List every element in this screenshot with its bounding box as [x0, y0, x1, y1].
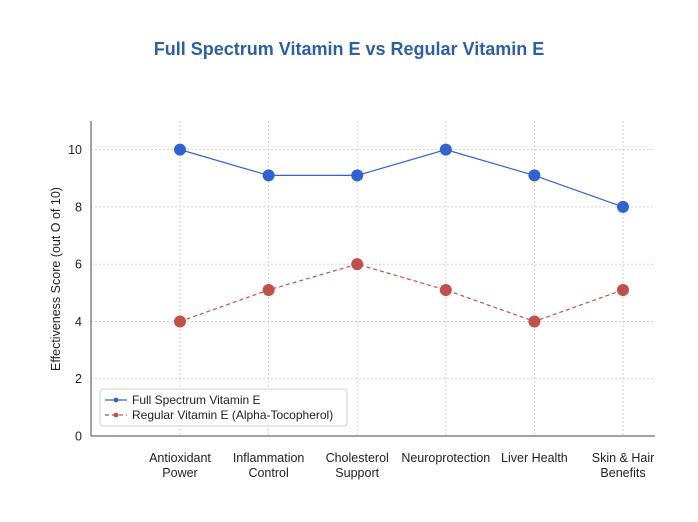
x-tick-label-line: Cholesterol	[326, 451, 389, 465]
data-point	[528, 169, 541, 182]
x-tick-label: Liver Health	[501, 451, 568, 465]
y-tick-label: 2	[75, 372, 82, 386]
legend-label: Full Spectrum Vitamin E	[132, 393, 261, 407]
x-tick-labels: Antioxidant Power Inflammation Control Chole…	[149, 451, 654, 480]
legend-label: Regular Vitamin E (Alpha-Tocopherol)	[132, 408, 333, 422]
legend-item: Regular Vitamin E (Alpha-Tocopherol)	[105, 408, 333, 422]
series-1	[174, 258, 629, 328]
series-line	[179, 149, 624, 208]
y-tick-label: 6	[75, 258, 82, 272]
legend-marker-swatch	[113, 412, 119, 418]
x-tick-label-line: Benefits	[600, 466, 645, 480]
x-tick-label-line: Power	[162, 466, 197, 480]
legend-box	[99, 388, 348, 427]
y-tick-label: 0	[75, 430, 82, 444]
y-axis-label: Effectiveness Score (out O of 10)	[49, 187, 63, 371]
y-tick-label: 8	[75, 200, 82, 214]
data-point	[617, 200, 629, 213]
data-point	[528, 315, 541, 328]
legend-item: Full Spectrum Vitamin E	[105, 393, 261, 407]
y-tick-labels: 0 2 4 6 8 10	[68, 143, 82, 443]
x-tick-label: Inflammation Control	[233, 451, 305, 480]
legend-marker-swatch	[113, 397, 119, 403]
x-tick-label-line: Inflammation	[233, 451, 305, 465]
series-layer	[174, 143, 629, 328]
series-line	[179, 263, 624, 323]
data-point	[439, 283, 452, 296]
data-point	[174, 315, 186, 328]
data-point	[262, 169, 275, 182]
x-tick-label: Skin & Hair Benefits	[592, 451, 655, 480]
x-tick-label-line: Control	[248, 466, 288, 480]
x-tick-label-line: Neuroprotection	[401, 451, 490, 465]
x-tick-label-line: Antioxidant	[149, 451, 211, 465]
x-tick-label-line: Liver Health	[501, 451, 568, 465]
data-point	[174, 143, 186, 156]
y-tick-label: 10	[68, 143, 82, 157]
x-tick-label-line: Skin & Hair	[592, 451, 655, 465]
data-point	[617, 283, 629, 296]
x-tick-label: Antioxidant Power	[149, 451, 211, 480]
data-point	[351, 169, 364, 182]
y-tick-label: 4	[75, 315, 82, 329]
series-0	[174, 143, 629, 213]
data-point	[439, 143, 452, 156]
x-tick-label-line: Support	[335, 466, 379, 480]
axes	[90, 121, 655, 437]
chart-title: Full Spectrum Vitamin E vs Regular Vitam…	[154, 39, 544, 59]
x-tick-label: Cholesterol Support	[326, 451, 389, 480]
data-point	[262, 283, 275, 296]
data-point	[351, 258, 364, 271]
x-tick-label: Neuroprotection	[401, 451, 490, 465]
